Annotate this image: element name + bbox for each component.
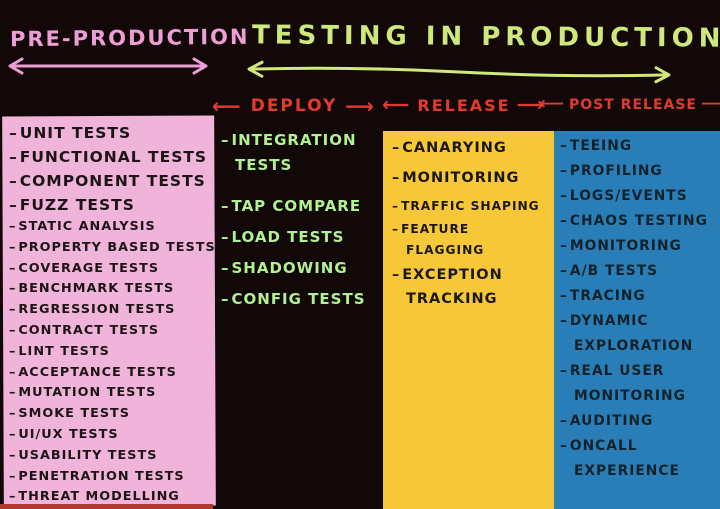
list-item: PROPERTY BASED TESTS [9, 238, 215, 259]
left-arrow-icon: ⟵ [382, 94, 412, 116]
list-item: BENCHMARK TESTS [9, 279, 215, 300]
list-item: AUDITING [560, 409, 716, 434]
list-item: FUZZ TESTS [9, 193, 215, 217]
list-item: MUTATION TESTS [9, 383, 215, 404]
list-item: STATIC ANALYSIS [9, 217, 215, 238]
list-item: TRAFFIC SHAPING [392, 196, 552, 217]
list-item: COVERAGE TESTS [9, 259, 215, 280]
list-item: TEEING [560, 134, 716, 159]
list-item: PROFILING [560, 159, 716, 184]
list-item: ONCALL EXPERIENCE [560, 434, 716, 484]
list-item: DYNAMIC EXPLORATION [560, 309, 716, 359]
list-item: PENETRATION TESTS [9, 467, 215, 488]
list-item: MONITORING [392, 166, 552, 190]
phase-release-label: RELEASE [417, 96, 511, 115]
phase-header-post-release: ⟵ POST RELEASE ⟶ [540, 94, 720, 114]
pre-production-test-list: UNIT TESTS FUNCTIONAL TESTS COMPONENT TE… [9, 121, 215, 508]
phase-header-release: ⟵ RELEASE ⟶ [382, 94, 546, 116]
left-arrow-icon: ⟵ [539, 94, 566, 114]
list-item: INTEGRATION TESTS [221, 128, 383, 178]
list-item: MONITORING [560, 234, 716, 259]
phase-post-release-label: POST RELEASE [569, 96, 697, 113]
page-title: TESTING IN PRODUCTION [251, 20, 720, 54]
testing-in-production-range-arrow-icon [244, 59, 674, 85]
list-item: LOAD TESTS [221, 225, 383, 250]
list-item: FEATURE FLAGGING [392, 219, 552, 261]
release-column-panel [383, 131, 554, 509]
list-item: TRACING [560, 284, 716, 309]
list-item: UNIT TESTS [9, 121, 215, 145]
post-release-test-list: TEEING PROFILING LOGS/EVENTS CHAOS TESTI… [560, 134, 716, 484]
list-item: A/B TESTS [560, 259, 716, 284]
list-item: UI/UX TESTS [9, 425, 215, 446]
list-item: EXCEPTION TRACKING [392, 263, 552, 311]
phase-deploy-label: DEPLOY [250, 96, 338, 116]
list-item: THREAT MODELLING [9, 487, 215, 508]
phase-header-deploy: ⟵ DEPLOY ⟶ [206, 96, 382, 116]
pre-production-range-arrow-icon [6, 57, 210, 75]
list-item: USABILITY TESTS [9, 446, 215, 467]
list-item: REGRESSION TESTS [9, 300, 215, 321]
pre-production-heading: PRE-PRODUCTION [9, 24, 250, 52]
deploy-test-list: INTEGRATION TESTS TAP COMPARE LOAD TESTS… [221, 128, 383, 318]
list-item: TAP COMPARE [221, 194, 383, 219]
list-item: REAL USER MONITORING [560, 359, 716, 409]
right-arrow-icon: ⟶ [701, 94, 720, 114]
left-arrow-icon: ⟵ [212, 94, 243, 118]
release-test-list: CANARYING MONITORING TRAFFIC SHAPING FEA… [392, 136, 552, 317]
list-item: COMPONENT TESTS [9, 169, 215, 193]
right-arrow-icon: ⟶ [516, 94, 546, 116]
list-item: SHADOWING [221, 256, 383, 281]
list-item: CONFIG TESTS [221, 287, 383, 312]
list-item: LOGS/EVENTS [560, 184, 716, 209]
list-item: ACCEPTANCE TESTS [9, 363, 215, 384]
list-item: SMOKE TESTS [9, 404, 215, 425]
list-item: CONTRACT TESTS [9, 321, 215, 342]
right-arrow-icon: ⟶ [345, 94, 376, 118]
list-item: CHAOS TESTING [560, 209, 716, 234]
list-item: CANARYING [392, 136, 552, 160]
list-item: FUNCTIONAL TESTS [9, 145, 215, 169]
list-item: LINT TESTS [9, 342, 215, 363]
